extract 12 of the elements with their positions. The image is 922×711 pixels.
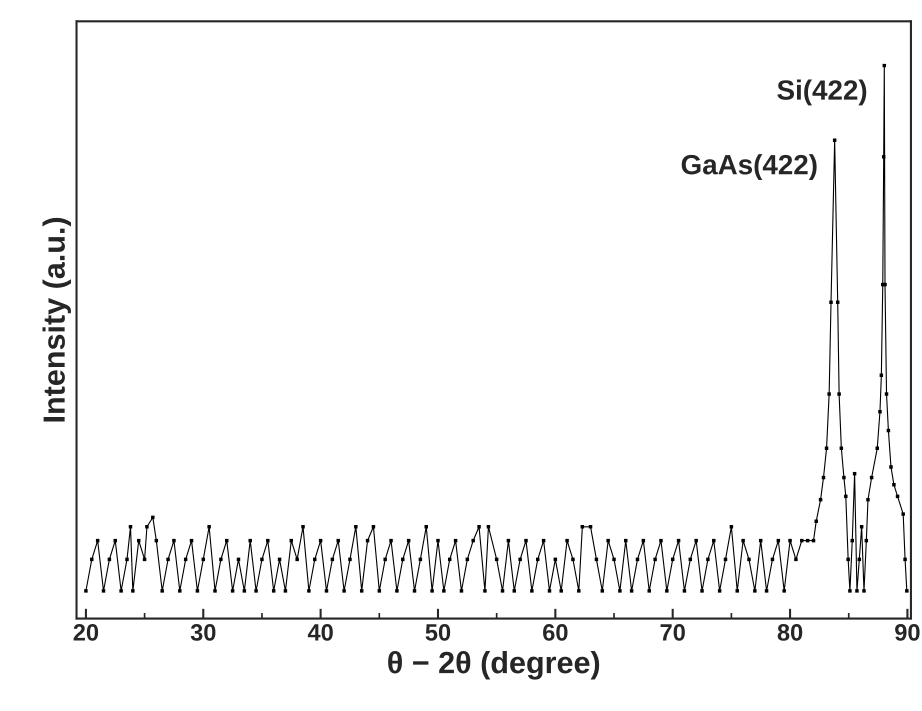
x-tick-label: 20 — [74, 624, 98, 641]
x-tick-label: 50 — [426, 624, 450, 641]
annotation: Si(422) — [777, 79, 866, 106]
annotation: GaAs(422) — [682, 154, 817, 180]
x-tick-label: 60 — [543, 624, 568, 641]
x-tick-label: 90 — [895, 624, 920, 641]
x-tick-label: 80 — [778, 624, 802, 641]
x-axis-title: θ − 2θ (degree) — [388, 650, 600, 680]
y-axis-title: Intensity (a.u.) — [42, 218, 71, 422]
x-tick-label: 40 — [308, 624, 333, 641]
x-tick-label: 30 — [190, 624, 216, 641]
x-tick-label: 70 — [660, 624, 685, 641]
